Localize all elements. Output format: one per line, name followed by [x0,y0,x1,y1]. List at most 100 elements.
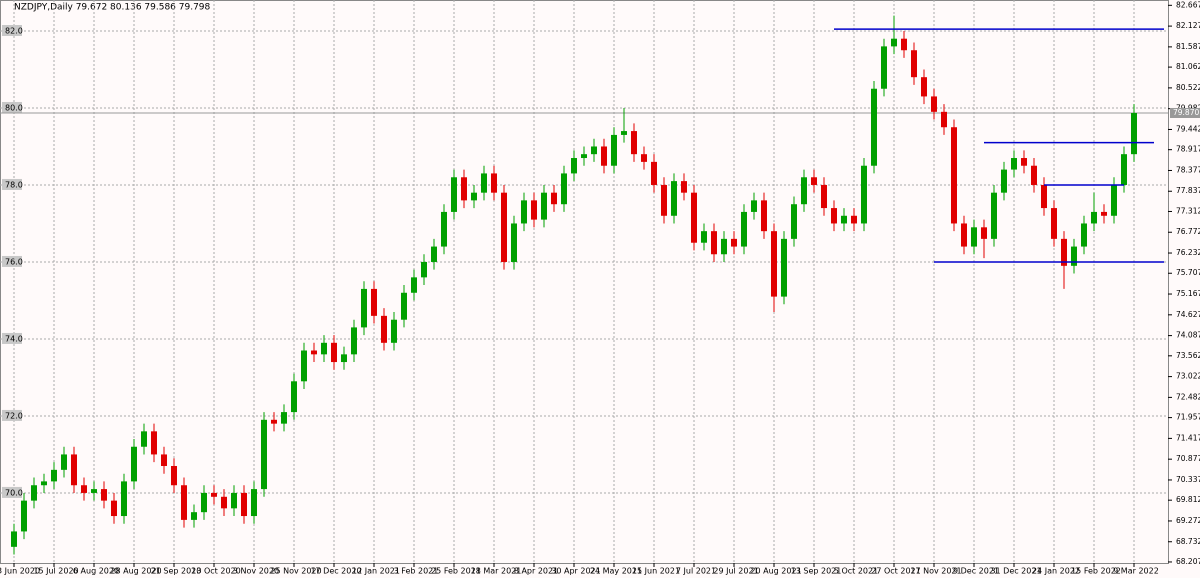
y-tick-label: 72.482 [1176,392,1200,401]
y-tick-label: 71.417 [1176,433,1200,442]
candle-body [91,489,97,493]
x-tick-label: 17 Nov 2021 [910,567,961,576]
candle-body [1071,246,1077,266]
candle-body [231,492,237,509]
x-tick-label: 17 Dec 2020 [310,567,361,576]
candle-body [511,223,517,262]
candle-body [461,177,467,201]
x-tick-label: 9 Dec 2021 [953,567,999,576]
candle-body [601,146,607,166]
candle-body [491,173,497,193]
x-tick-label: 23 Jun 2020 [0,567,40,576]
candle-body [481,173,487,193]
level-label-box [2,24,22,36]
x-tick-label: 3 Feb 2021 [394,567,439,576]
candle-body [431,246,437,262]
candle-body [1091,211,1097,224]
candle-body [221,496,227,509]
level-label-box [2,486,22,498]
x-tick-label: 13 Oct 2020 [191,567,240,576]
candle-body [181,485,187,520]
candle-body [671,181,677,216]
candle-body [321,342,327,355]
candle-body [501,192,507,262]
y-tick-label: 76.232 [1176,248,1200,257]
candle-body [1131,112,1137,155]
x-tick-label: 20 Aug 2021 [750,567,801,576]
candle-body [411,277,417,293]
x-tick-label: 25 Nov 2020 [270,567,321,576]
candle-body [1001,169,1007,193]
candle-body [971,227,977,247]
level-label: 76.0 [5,257,23,266]
candle-body [761,200,767,232]
candle-body [841,215,847,224]
y-tick-label: 68.732 [1176,537,1200,546]
x-tick-label: 30 Apr 2021 [551,567,600,576]
y-tick-label: 68.207 [1176,557,1200,566]
candle-body [311,350,317,355]
candle-body [1111,184,1117,216]
candle-body [571,158,577,174]
candle-body [251,489,257,517]
candle-body [271,419,277,424]
y-tick-label: 74.087 [1176,331,1200,340]
level-label-box [2,332,22,344]
level-label-box [2,101,22,113]
candle-body [21,500,27,532]
candle-body [441,211,447,247]
candle-body [711,231,717,255]
candle-body [31,485,37,501]
y-tick-label: 82.127 [1176,21,1200,30]
candle-body [691,192,697,243]
candle-body [1121,154,1127,185]
candle-body [631,131,637,155]
x-tick-label: 9 Mar 2022 [1113,567,1159,576]
y-tick-label: 77.837 [1176,186,1200,195]
candle-body [41,481,47,486]
chart-title: NZDJPY,Daily 79.672 80.136 79.586 79.798 [14,3,211,13]
candle-body [151,431,157,455]
y-tick-label: 71.957 [1176,413,1200,422]
candle-body [71,454,77,486]
candle-body [81,485,87,493]
y-tick-label: 74.627 [1176,310,1200,319]
candle-body [901,38,907,51]
level-label: 82.0 [5,26,23,35]
candle-body [541,192,547,220]
x-tick-label: 27 Oct 2021 [871,567,920,576]
candle-body [851,215,857,224]
candle-body [771,231,777,297]
y-tick-label: 81.587 [1176,42,1200,51]
candle-body [861,165,867,224]
x-tick-label: 28 Aug 2020 [110,567,161,576]
candle-body [821,184,827,209]
y-tick-label: 78.377 [1176,165,1200,174]
candle-body [351,327,357,355]
plot-frame [0,0,1169,564]
x-tick-label: 31 Dec 2021 [990,567,1041,576]
candle-body [61,454,67,470]
candle-body [701,231,707,243]
level-label-box [2,255,22,267]
candle-body [871,88,877,166]
candle-body [301,350,307,382]
level-label: 70.0 [5,488,23,497]
candle-body [391,319,397,343]
candle-body [211,492,217,497]
candle-body [731,238,737,247]
candle-body [911,50,917,78]
y-tick-label: 70.337 [1176,475,1200,484]
candle-body [291,381,297,413]
candle-body [281,412,287,424]
candle-body [951,127,957,224]
candle-body [421,261,427,278]
candle-body [451,177,457,212]
candle-body [981,227,987,239]
x-tick-label: 7 Jul 2021 [676,567,716,576]
candle-body [781,238,787,297]
candle-body [611,134,617,166]
candle-body [171,465,177,486]
candle-body [921,77,927,97]
